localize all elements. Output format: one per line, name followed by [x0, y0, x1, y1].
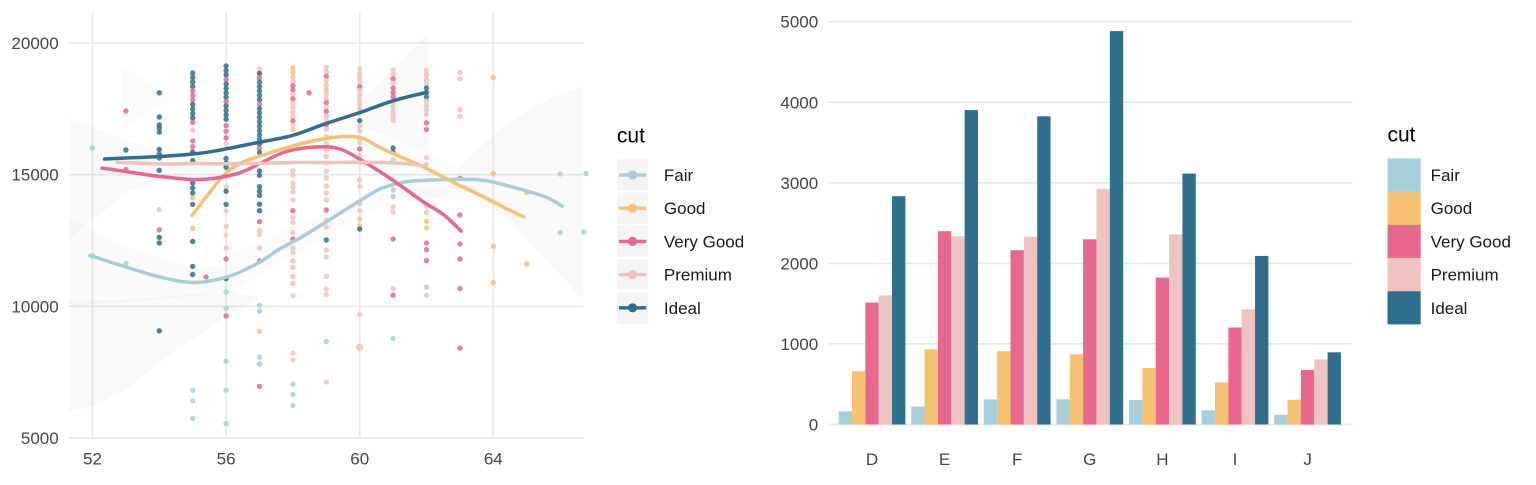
svg-text:10000: 10000 [11, 297, 58, 316]
svg-text:Ideal: Ideal [664, 299, 701, 318]
svg-text:1000: 1000 [780, 335, 818, 354]
svg-text:H: H [1156, 450, 1168, 469]
svg-text:20000: 20000 [11, 34, 58, 53]
svg-text:F: F [1012, 450, 1022, 469]
svg-text:15000: 15000 [11, 166, 58, 185]
svg-text:Good: Good [664, 199, 706, 218]
svg-text:52: 52 [83, 450, 102, 469]
svg-text:Fair: Fair [664, 166, 694, 185]
svg-text:D: D [866, 450, 878, 469]
svg-text:2000: 2000 [780, 254, 818, 273]
svg-text:G: G [1083, 450, 1096, 469]
svg-text:E: E [939, 450, 950, 469]
svg-text:56: 56 [217, 450, 236, 469]
svg-text:cut: cut [1388, 124, 1416, 147]
svg-text:Good: Good [1431, 199, 1473, 218]
svg-text:0: 0 [809, 416, 818, 435]
svg-text:Very Good: Very Good [1431, 232, 1511, 251]
svg-text:5000: 5000 [21, 429, 59, 448]
svg-text:J: J [1303, 450, 1312, 469]
svg-text:5000: 5000 [780, 13, 818, 32]
svg-text:Premium: Premium [1431, 266, 1499, 285]
svg-text:60: 60 [350, 450, 369, 469]
svg-text:3000: 3000 [780, 174, 818, 193]
svg-text:I: I [1233, 450, 1238, 469]
svg-text:Premium: Premium [664, 266, 732, 285]
svg-text:Ideal: Ideal [1431, 299, 1468, 318]
svg-text:cut: cut [617, 125, 645, 148]
svg-text:Fair: Fair [1431, 166, 1461, 185]
svg-text:Very Good: Very Good [664, 232, 744, 251]
svg-text:4000: 4000 [780, 93, 818, 112]
svg-text:64: 64 [484, 450, 503, 469]
